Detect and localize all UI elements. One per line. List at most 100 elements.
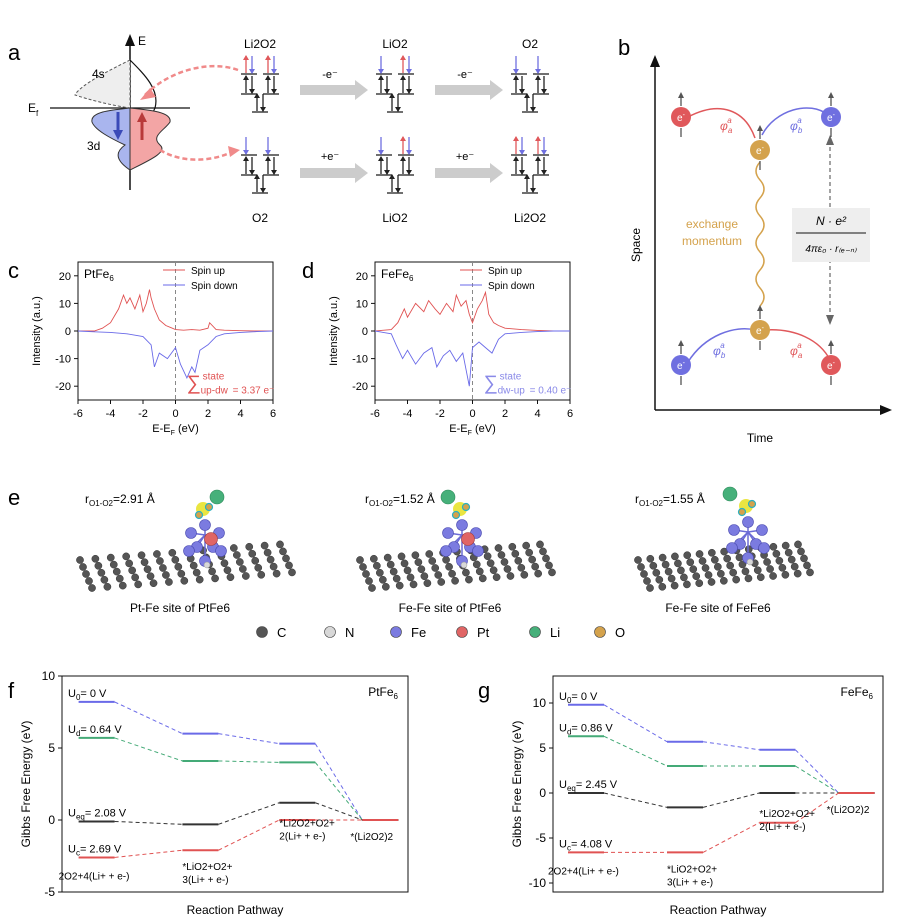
spin-arrow-head	[389, 174, 395, 179]
carbon-atom	[670, 581, 679, 590]
spin-arrow-head	[519, 150, 525, 155]
category-label: 2(Li+ + e-)	[759, 822, 805, 833]
carbon-atom	[372, 561, 381, 570]
carbon-atom	[766, 565, 774, 573]
carbon-atom	[269, 562, 278, 571]
x-tick-label: 0	[469, 408, 475, 420]
energy-chart-g: -10 -5 0 5 10 U0= 0 V Ud= 0.86 V Ueq= 2.45 V Uc=…	[510, 675, 884, 917]
carbon-atom	[128, 566, 137, 575]
carbon-atom	[710, 555, 719, 564]
spin-arrow-head	[254, 93, 260, 98]
carbon-atom	[220, 559, 229, 568]
space-axis-arrow	[650, 55, 660, 67]
y-tick-label: -10	[55, 354, 71, 366]
caption-1: Pt-Fe site of PtFe6	[130, 601, 230, 615]
carbon-atom	[285, 561, 293, 570]
species-bottom-3: Li2O2	[514, 211, 546, 225]
carbon-atom	[171, 555, 180, 564]
carbon-atom	[94, 561, 103, 570]
potential-label: Uc= 2.69 V	[68, 843, 122, 857]
carbon-atom	[100, 575, 109, 584]
spin-arrow-head	[249, 69, 255, 74]
carbon-atom	[189, 561, 198, 570]
electron-dot	[821, 355, 841, 375]
carbon-atom	[434, 571, 443, 579]
fe-atom	[215, 545, 227, 557]
spin-arrow-head	[243, 55, 249, 60]
carbon-atom	[465, 575, 473, 584]
carbon-atom	[683, 551, 692, 560]
carbon-atom	[695, 550, 704, 558]
carbon-atom	[395, 581, 404, 590]
y-tick-label: 0	[48, 813, 55, 827]
space-axis-label: Space	[629, 228, 643, 262]
carbon-atom	[646, 554, 655, 563]
carbon-atom	[177, 569, 186, 578]
path-phi-b-bottom	[687, 328, 756, 363]
electron-dot	[750, 140, 770, 160]
chart-title: PtFe6	[84, 267, 114, 283]
carbon-atom	[719, 576, 728, 585]
energy-connector	[702, 792, 760, 808]
carbon-atom	[695, 579, 704, 588]
spin-arrow-head	[260, 107, 266, 112]
spin-arrow-head	[243, 156, 249, 161]
electron-label: e-	[827, 112, 836, 124]
caption-3: Fe-Fe site of FeFe6	[665, 601, 771, 615]
process-arrow-top-2	[435, 80, 503, 100]
carbon-atom	[803, 561, 811, 570]
plot-frame	[61, 675, 409, 893]
series-line-spin-down	[77, 330, 274, 379]
electron-spin-head	[828, 340, 834, 346]
chart-title: PtFe6	[368, 685, 398, 701]
carbon-atom	[548, 568, 556, 577]
carbon-atom	[417, 565, 426, 574]
carbon-atom	[503, 565, 512, 573]
carbon-atom	[713, 562, 722, 571]
carbon-atom	[741, 567, 750, 576]
pt-atom	[461, 532, 475, 546]
coulomb-denominator: 4πε₀ · r₍ₑ₋ₙ₎	[805, 244, 857, 255]
phi-b-label-top: φba	[790, 116, 803, 135]
down-spin-head	[113, 130, 123, 140]
category-label: *LiO2+O2+	[182, 862, 232, 873]
carbon-atom	[451, 576, 459, 585]
carbon-atom	[800, 554, 808, 563]
carbon-atom	[637, 563, 645, 571]
o-o-distance-label: rO1-O2=2.91 Å	[85, 491, 155, 508]
y-tick-label: 10	[533, 696, 547, 710]
species-bottom-1: O2	[252, 211, 268, 225]
electron-dot	[671, 107, 691, 127]
energy-connector	[795, 749, 839, 794]
carbon-atom	[375, 568, 384, 577]
path-phi-a-bottom	[764, 329, 831, 361]
carbon-atom	[88, 584, 96, 592]
panel-label-d: d	[302, 258, 314, 283]
legend-label: Spin down	[488, 281, 535, 292]
dashed-arrow-bottom-head	[228, 146, 240, 157]
exchange-label-2: momentum	[682, 234, 742, 248]
category-label: 2O2+4(Li+ + e-)	[59, 871, 130, 882]
y-tick-label: 10	[42, 669, 56, 683]
spin-arrow-head	[406, 150, 412, 155]
carbon-atom	[263, 548, 272, 557]
carbon-atom	[769, 542, 778, 551]
carbon-atom	[238, 565, 247, 573]
carbon-atom	[667, 574, 676, 583]
carbon-atom	[763, 558, 771, 566]
spin-arrow-head	[395, 188, 401, 193]
dos-3d-up	[129, 107, 171, 171]
fermi-label: Ef	[28, 101, 39, 118]
fe-atom	[199, 519, 211, 531]
panel-label-c: c	[8, 258, 19, 283]
spin-arrow-head	[513, 69, 519, 74]
carbon-atom	[732, 575, 741, 584]
e-axis-arrow	[125, 34, 135, 46]
carbon-atom	[406, 573, 415, 582]
y-tick-label: 10	[59, 298, 71, 310]
carbon-atom	[671, 552, 679, 561]
category-label: *(Li2O2)2	[350, 832, 393, 843]
o-o-distance-label: rO1-O2=1.52 Å	[365, 491, 435, 508]
